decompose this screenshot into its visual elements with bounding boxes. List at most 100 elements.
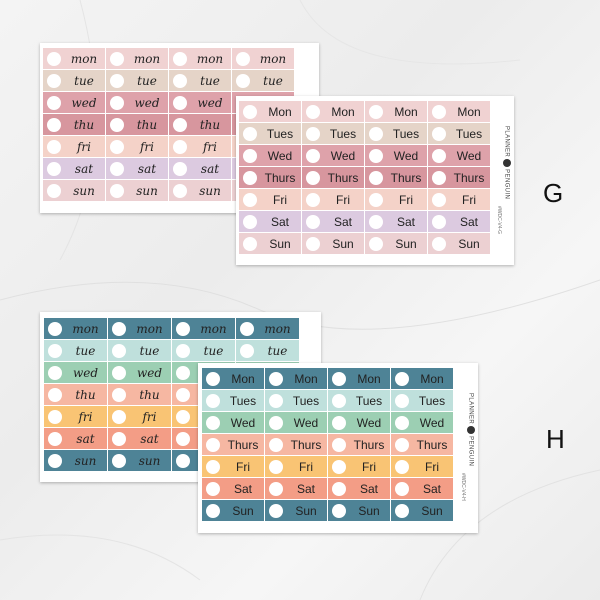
day-sticker: thu: [43, 114, 105, 135]
day-label: Sun: [358, 503, 380, 518]
day-sticker: tue: [232, 70, 294, 91]
day-label: Wed: [267, 148, 293, 163]
day-label: Sun: [295, 503, 317, 518]
day-label: sat: [74, 161, 94, 176]
day-label: Thurs: [290, 437, 322, 452]
day-label: Fri: [273, 192, 287, 207]
day-sticker: sun: [108, 450, 171, 471]
day-label: Fri: [236, 459, 250, 474]
day-sticker: Thurs: [391, 434, 453, 455]
day-sticker: sun: [43, 180, 105, 201]
circle-icon: [306, 236, 320, 251]
circle-icon: [112, 453, 126, 468]
day-sticker: Fri: [265, 456, 327, 477]
day-label: tue: [74, 73, 94, 88]
circle-icon: [432, 214, 446, 229]
day-sticker: thu: [106, 114, 168, 135]
day-label: Mon: [268, 104, 292, 119]
day-sticker: wed: [108, 362, 171, 383]
day-label: Tues: [329, 126, 357, 141]
circle-icon: [48, 365, 62, 380]
day-label: Thurs: [264, 170, 296, 185]
day-label: Thurs: [390, 170, 422, 185]
day-sticker: Wed: [328, 412, 390, 433]
day-sticker: mon: [106, 48, 168, 69]
day-label: Wed: [330, 148, 356, 163]
day-label: thu: [136, 117, 158, 132]
circle-icon: [369, 214, 383, 229]
circle-icon: [173, 183, 187, 198]
circle-icon: [48, 409, 62, 424]
day-sticker: Mon: [328, 368, 390, 389]
day-label: Sat: [422, 481, 441, 496]
day-label: wed: [197, 95, 223, 110]
day-sticker: wed: [43, 92, 105, 113]
day-sticker: sat: [108, 428, 171, 449]
day-sticker: Tues: [202, 390, 264, 411]
circle-icon: [110, 73, 124, 88]
day-label: thu: [75, 387, 96, 402]
day-label: Sat: [459, 214, 478, 229]
day-label: Tues: [229, 393, 257, 408]
day-label: Mon: [331, 104, 355, 119]
circle-icon: [395, 393, 409, 408]
circle-icon: [395, 371, 409, 386]
circle-icon: [112, 409, 126, 424]
circle-icon: [395, 415, 409, 430]
circle-icon: [369, 192, 383, 207]
day-label: sat: [76, 431, 95, 446]
circle-icon: [176, 387, 190, 402]
day-label: Mon: [294, 371, 318, 386]
day-label: thu: [199, 117, 221, 132]
day-sticker: fri: [43, 136, 105, 157]
variant-label-g: G: [543, 178, 564, 208]
day-label: tue: [203, 343, 224, 358]
day-sticker: Tues: [391, 390, 453, 411]
circle-icon: [48, 431, 62, 446]
circle-icon: [173, 51, 187, 66]
day-label: sun: [199, 183, 221, 198]
day-label: mon: [264, 321, 291, 336]
circle-icon: [110, 117, 124, 132]
circle-icon: [243, 170, 257, 185]
circle-icon: [432, 170, 446, 185]
day-label: sat: [200, 161, 220, 176]
circle-icon: [48, 343, 62, 358]
day-label: tue: [75, 343, 96, 358]
penguin-icon: [467, 426, 475, 435]
print-sticker-grid: Mon Mon Mon Mon Tues Tues Tues Tues Wed Wed Wed Wed…: [202, 368, 453, 521]
circle-icon: [306, 148, 320, 163]
day-sticker: fri: [108, 406, 171, 427]
penguin-icon: [503, 159, 511, 168]
circle-icon: [243, 236, 257, 251]
circle-icon: [112, 387, 126, 402]
circle-icon: [110, 95, 124, 110]
circle-icon: [395, 459, 409, 474]
day-label: thu: [73, 117, 95, 132]
day-label: tue: [200, 73, 220, 88]
day-label: Mon: [357, 371, 381, 386]
day-sticker: Thurs: [365, 167, 427, 188]
circle-icon: [332, 371, 346, 386]
day-sticker: tue: [43, 70, 105, 91]
day-sticker: Thurs: [328, 434, 390, 455]
day-label: Mon: [231, 371, 255, 386]
circle-icon: [243, 214, 257, 229]
day-label: Sat: [270, 214, 289, 229]
day-sticker: Wed: [265, 412, 327, 433]
day-sticker: Thurs: [428, 167, 490, 188]
circle-icon: [47, 139, 61, 154]
day-label: tue: [139, 343, 160, 358]
circle-icon: [395, 481, 409, 496]
circle-icon: [48, 453, 62, 468]
circle-icon: [432, 192, 446, 207]
day-sticker: Fri: [365, 189, 427, 210]
day-sticker: Sun: [302, 233, 364, 254]
circle-icon: [369, 104, 383, 119]
circle-icon: [173, 117, 187, 132]
day-sticker: Sat: [239, 211, 301, 232]
day-sticker: thu: [44, 384, 107, 405]
day-sticker: sun: [44, 450, 107, 471]
circle-icon: [112, 343, 126, 358]
day-label: Mon: [394, 104, 418, 119]
